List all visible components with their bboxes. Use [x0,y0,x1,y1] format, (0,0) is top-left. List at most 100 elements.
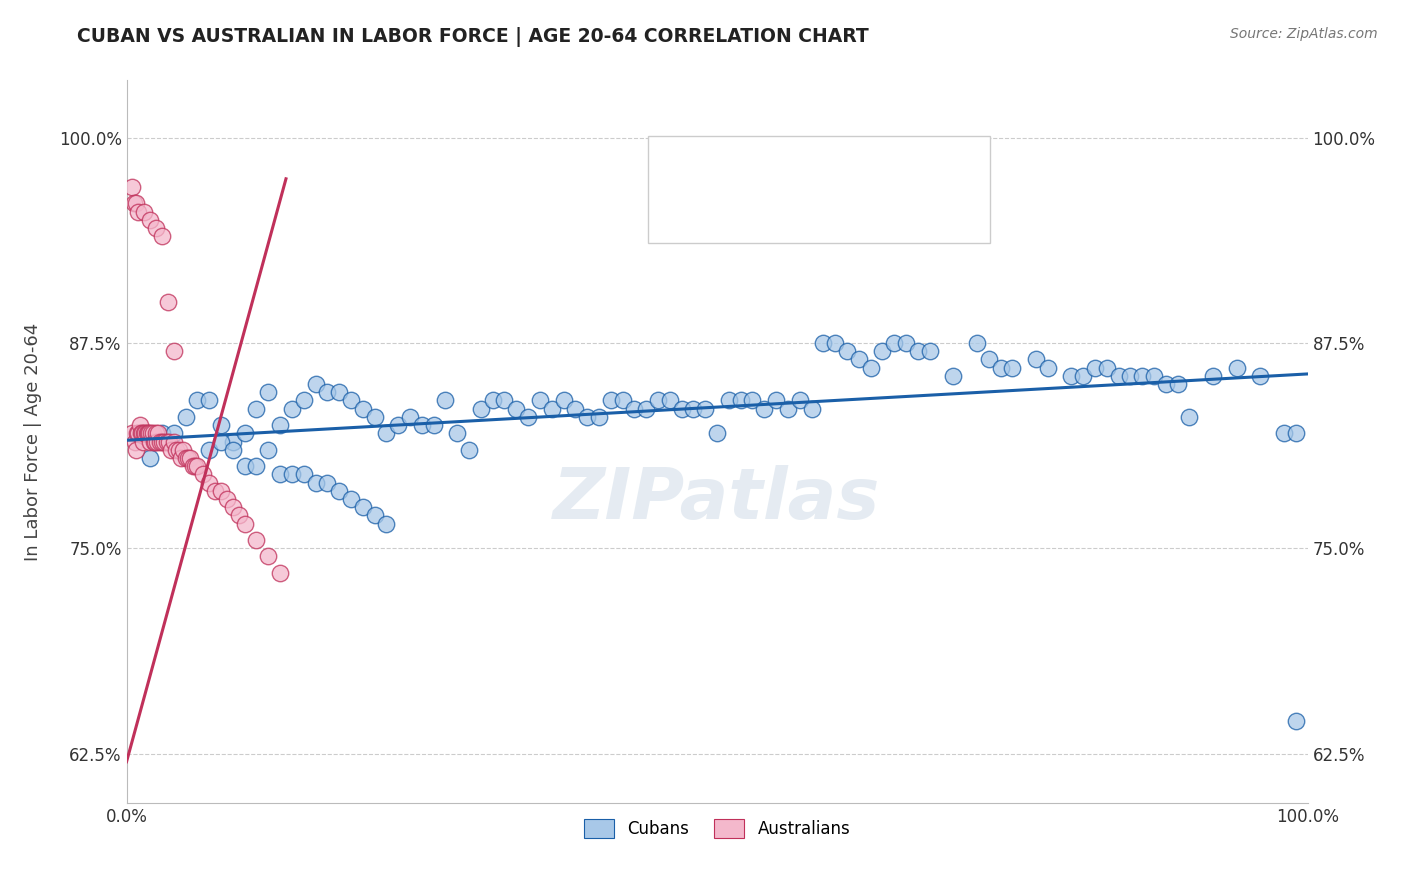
Point [1202,368,1225,383]
Point [375,426,398,441]
Point [136,426,159,441]
Point [1285,426,1308,441]
Point [127,426,149,441]
Point [131,426,153,441]
Point [717,393,740,408]
Point [257,442,280,457]
Point [695,401,717,416]
Point [1249,368,1271,383]
Point [1060,368,1083,383]
Point [872,344,894,359]
Point [128,418,150,433]
Point [977,352,1000,367]
Point [165,442,187,457]
Point [553,393,575,408]
Point [316,385,339,400]
Point [942,368,965,383]
Text: R =: R = [721,204,752,223]
Point [143,434,166,449]
Point [636,401,658,416]
Point [730,393,752,408]
Point [328,385,350,400]
Point [800,401,823,416]
Point [789,393,811,408]
Point [505,401,527,416]
Point [124,434,146,449]
Point [156,434,179,449]
Point [150,229,173,244]
Point [233,459,256,474]
Point [540,401,562,416]
Point [233,516,256,531]
Point [765,393,787,408]
Point [245,459,267,474]
Point [129,426,152,441]
Point [434,393,457,408]
Point [222,500,245,515]
Point [363,409,385,424]
Legend: Cubans, Australians: Cubans, Australians [578,813,856,845]
Point [517,409,540,424]
Point [1285,714,1308,728]
Point [304,377,326,392]
Point [141,426,163,441]
Point [883,336,905,351]
Point [198,442,221,457]
Point [222,442,245,457]
Point [375,516,398,531]
Point [363,508,385,523]
Point [458,442,481,457]
Point [204,483,226,498]
Point [134,426,156,441]
Point [141,426,163,441]
Point [671,401,693,416]
Point [245,401,267,416]
Point [1167,377,1189,392]
Point [304,475,326,490]
Text: 60: 60 [910,204,935,223]
Point [174,409,197,424]
Point [328,483,350,498]
Point [352,401,374,416]
Point [186,459,208,474]
Point [1095,360,1118,375]
Point [446,426,468,441]
Point [135,426,157,441]
Point [494,393,516,408]
Point [1154,377,1177,392]
Point [172,442,194,457]
Point [181,459,204,474]
Point [132,434,155,449]
Point [142,434,165,449]
Point [1001,360,1024,375]
Point [647,393,669,408]
Point [209,483,232,498]
FancyBboxPatch shape [658,194,707,234]
Point [292,467,315,482]
Point [228,508,250,523]
Point [145,426,167,441]
Point [588,409,610,424]
Point [1084,360,1107,375]
Point [894,336,917,351]
Point [163,434,186,449]
Point [741,393,763,408]
Point [706,426,728,441]
Point [186,393,208,408]
Point [292,393,315,408]
Point [1272,426,1295,441]
Text: Source: ZipAtlas.com: Source: ZipAtlas.com [1230,27,1378,41]
Point [127,426,149,441]
Point [907,344,929,359]
Point [1025,352,1047,367]
Point [163,426,186,441]
Point [1130,368,1153,383]
Point [215,491,238,506]
Point [150,426,173,441]
Point [612,393,634,408]
Point [529,393,551,408]
Point [138,426,160,441]
Point [153,434,176,449]
Point [139,212,162,227]
Point [149,434,172,449]
